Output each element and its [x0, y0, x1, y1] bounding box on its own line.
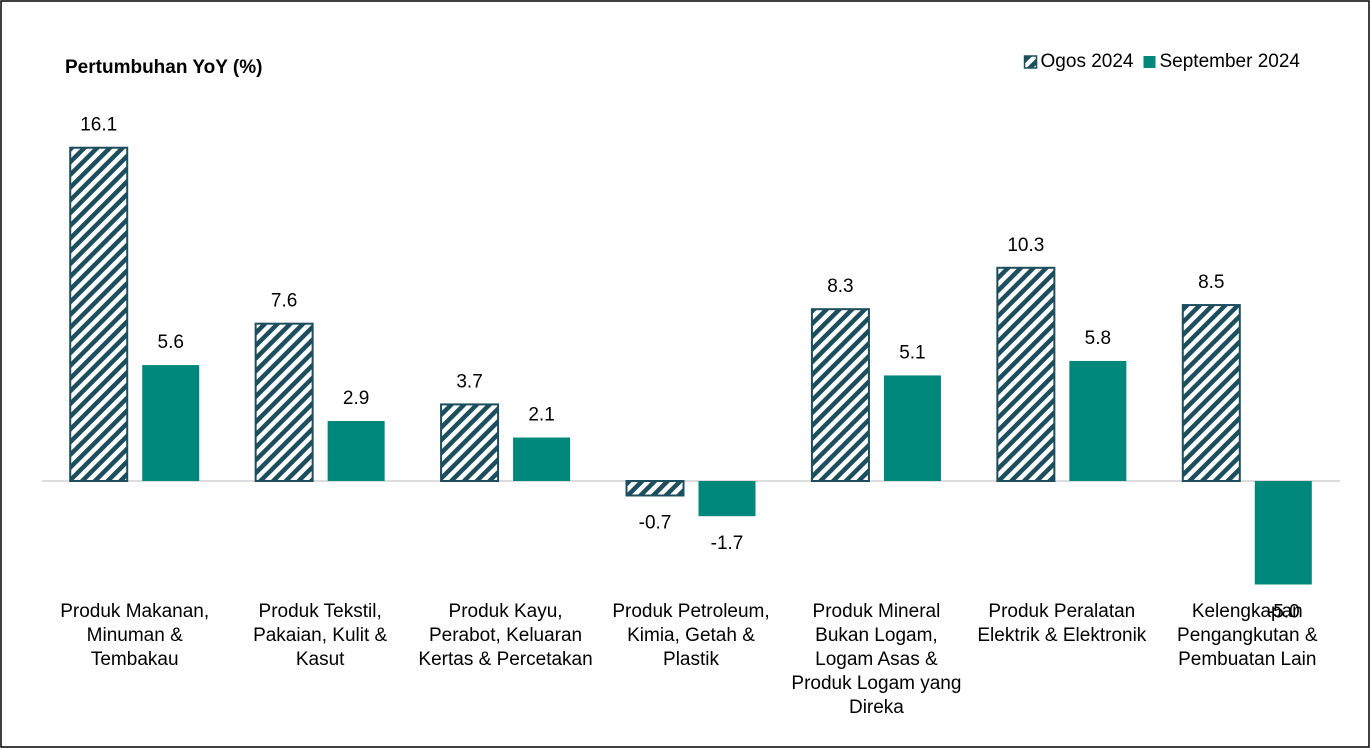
data-label: -0.7 [639, 513, 672, 534]
x-tick-label: Produk Makanan, Minuman & Tembakau [60, 601, 210, 670]
x-tick-label: Produk Petroleum, Kimia, Getah & Plastik [612, 601, 770, 670]
legend-swatch [1143, 56, 1156, 68]
data-label: 2.1 [528, 405, 554, 426]
legend-label: September 2024 [1160, 51, 1301, 72]
x-tick-label: Produk Peralatan Elektrik & Elektronik [977, 601, 1147, 646]
legend-swatch [1023, 55, 1038, 69]
data-label: 7.6 [271, 291, 297, 312]
bar [1069, 360, 1127, 481]
bar [883, 375, 941, 481]
bar [1254, 481, 1312, 585]
bar [254, 322, 314, 482]
bar [513, 437, 571, 481]
data-label: 5.8 [1085, 328, 1111, 349]
bar [810, 308, 870, 482]
bar [327, 420, 385, 481]
data-label: 3.7 [456, 371, 482, 392]
data-label: -5.0 [1267, 602, 1300, 623]
data-label: 5.1 [899, 342, 925, 363]
bar [440, 403, 500, 482]
data-label: 2.9 [343, 388, 369, 409]
x-tick-label: Produk Mineral Bukan Logam, Logam Asas &… [791, 601, 962, 718]
data-label: -1.7 [711, 533, 744, 554]
bar [996, 266, 1056, 483]
chart-title: Pertumbuhan YoY (%) [65, 57, 262, 78]
data-label: 8.3 [827, 276, 853, 297]
bar [142, 365, 200, 481]
legend-label: Ogos 2024 [1041, 51, 1134, 72]
data-label: 5.6 [158, 332, 184, 353]
bar [69, 146, 129, 482]
bar [1181, 304, 1241, 482]
x-tick-label: Produk Kayu, Perabot, Keluaran Kertas & … [418, 601, 593, 670]
bar [698, 481, 756, 517]
data-label: 16.1 [80, 115, 117, 136]
bar [625, 480, 685, 497]
x-tick-label: Kelengkapan Pengangkutan & Pembuatan Lai… [1177, 601, 1318, 670]
x-tick-label: Produk Tekstil, Pakaian, Kulit & Kasut [253, 601, 388, 670]
data-label: 8.5 [1198, 272, 1224, 293]
data-label: 10.3 [1007, 235, 1044, 256]
